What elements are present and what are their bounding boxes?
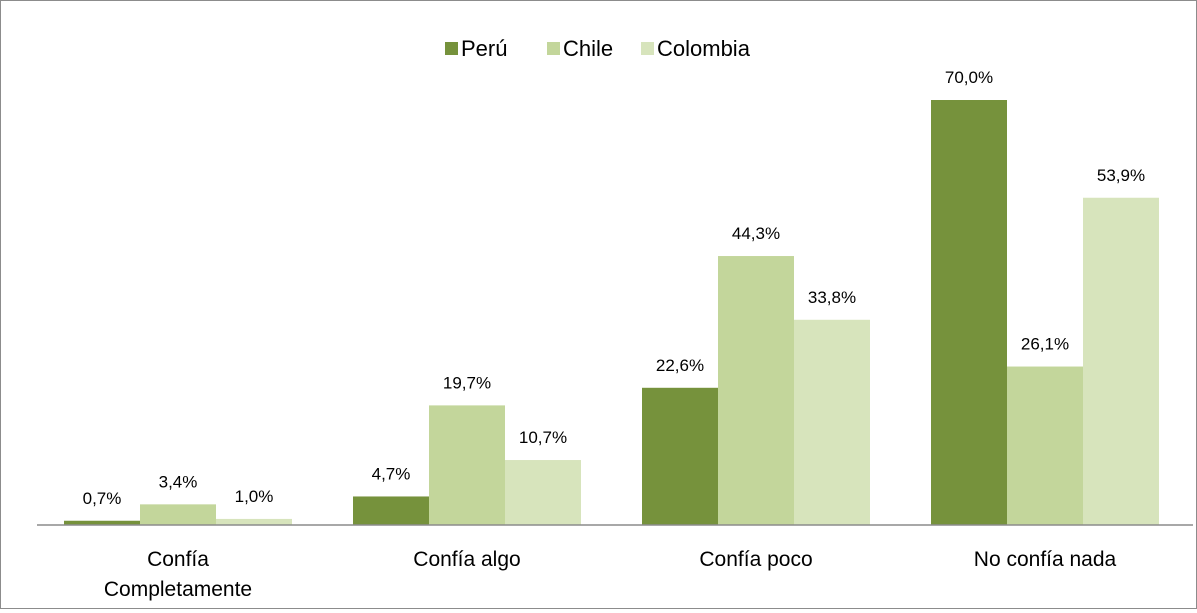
- value-label-colombia-confia-completamente: 1,0%: [235, 487, 274, 506]
- value-label-chile-confia-completamente: 3,4%: [159, 472, 198, 491]
- value-label-chile-confia-poco: 44,3%: [732, 224, 780, 243]
- legend-label-chile: Chile: [563, 36, 613, 61]
- category-label-no-confia-nada: No confía nada: [974, 548, 1117, 571]
- bar-peru-confia-poco: [642, 387, 718, 525]
- value-label-peru-confia-algo: 4,7%: [372, 464, 411, 483]
- value-labels-group: 0,7% 3,4% 1,0% 4,7% 19,7% 10,7% 22,6% 44,3% 33,8…: [83, 68, 1145, 508]
- bar-colombia-no-confia-nada: [1083, 197, 1159, 525]
- bar-peru-confia-completamente: [64, 520, 140, 525]
- category-label-confia-poco: Confía poco: [699, 548, 812, 571]
- value-label-peru-confia-poco: 22,6%: [656, 356, 704, 375]
- legend: Perú Chile Colombia: [445, 36, 751, 61]
- value-label-peru-confia-completamente: 0,7%: [83, 489, 122, 508]
- bar-chile-confia-completamente: [140, 504, 216, 525]
- category-labels-group: Confía Completamente Confía algo Confía poc…: [104, 548, 1117, 601]
- bar-chile-no-confia-nada: [1007, 366, 1083, 525]
- legend-swatch-peru: [445, 42, 458, 55]
- bars-group: [64, 100, 1159, 525]
- value-label-colombia-confia-poco: 33,8%: [808, 288, 856, 307]
- category-label-confia-completamente-line-1: Confía: [147, 548, 209, 571]
- bar-peru-no-confia-nada: [931, 100, 1007, 525]
- value-label-peru-no-confia-nada: 70,0%: [945, 68, 993, 87]
- legend-swatch-colombia: [641, 42, 654, 55]
- bar-colombia-confia-completamente: [216, 518, 292, 525]
- category-label-confia-algo: Confía algo: [413, 548, 520, 571]
- bar-chile-confia-algo: [429, 405, 505, 525]
- value-label-chile-confia-algo: 19,7%: [443, 373, 491, 392]
- value-label-colombia-no-confia-nada: 53,9%: [1097, 166, 1145, 185]
- category-label-confia-completamente-line-2: Completamente: [104, 578, 252, 601]
- legend-label-colombia: Colombia: [657, 36, 751, 61]
- value-label-colombia-confia-algo: 10,7%: [519, 428, 567, 447]
- legend-label-peru: Perú: [461, 36, 507, 61]
- bar-colombia-confia-algo: [505, 460, 581, 525]
- bar-colombia-confia-poco: [794, 319, 870, 525]
- legend-swatch-chile: [547, 42, 560, 55]
- value-label-chile-no-confia-nada: 26,1%: [1021, 335, 1069, 354]
- bar-chile-confia-poco: [718, 256, 794, 525]
- bar-peru-confia-algo: [353, 496, 429, 525]
